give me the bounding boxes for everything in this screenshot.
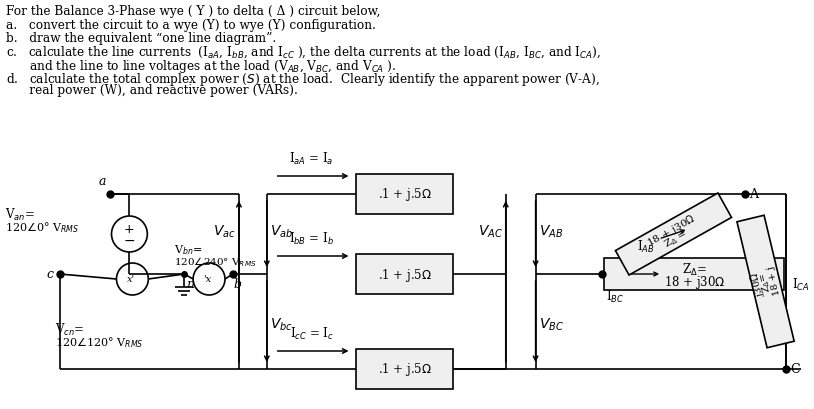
Text: V$_{bn}$=: V$_{bn}$= — [174, 243, 203, 256]
Text: x': x' — [127, 275, 135, 284]
Text: .1 + j.5$\Omega$: .1 + j.5$\Omega$ — [378, 361, 431, 378]
Polygon shape — [737, 216, 794, 348]
Text: 18 + j: 18 + j — [766, 264, 781, 295]
Text: and the line to line voltages at the load (V$_{AB}$, V$_{BC}$, and V$_{CA}$ ).: and the line to line voltages at the loa… — [6, 58, 396, 75]
Text: I$_{bB}$ = I$_b$: I$_{bB}$ = I$_b$ — [289, 230, 334, 246]
Text: .1 + j.5$\Omega$: .1 + j.5$\Omega$ — [378, 186, 431, 203]
Bar — [604, 258, 785, 290]
Text: $\mathit{V}_{ab}$: $\mathit{V}_{ab}$ — [269, 223, 293, 240]
Text: 120$\angle$240° V$_{RMS}$: 120$\angle$240° V$_{RMS}$ — [174, 254, 257, 268]
Text: c.   calculate the line currents  (I$_{aA}$, I$_{bB}$, and I$_{cC}$ ), the delta: c. calculate the line currents (I$_{aA}$… — [6, 45, 601, 60]
Text: B: B — [604, 260, 614, 273]
Text: $\mathit{V}_{ac}$: $\mathit{V}_{ac}$ — [213, 223, 236, 240]
Text: b.   draw the equivalent “one line diagram”.: b. draw the equivalent “one line diagram… — [6, 32, 276, 45]
Text: d.   calculate the total complex power ($\mathit{S}$) at the load.  Clearly iden: d. calculate the total complex power ($\… — [6, 71, 600, 88]
Text: V$_{cn}$=: V$_{cn}$= — [55, 321, 84, 337]
Text: Z$_\Delta$=: Z$_\Delta$= — [757, 270, 774, 294]
Text: I$_{AB}$: I$_{AB}$ — [637, 238, 654, 254]
Text: a.   convert the circuit to a wye (Y) to wye (Y) configuration.: a. convert the circuit to a wye (Y) to w… — [6, 19, 376, 32]
Text: For the Balance 3-Phase wye ( Y ) to delta ( Δ ) circuit below,: For the Balance 3-Phase wye ( Y ) to del… — [6, 5, 380, 18]
Text: I$_{cC}$ = I$_c$: I$_{cC}$ = I$_c$ — [290, 325, 334, 341]
Text: b: b — [234, 278, 242, 291]
Text: n: n — [186, 278, 195, 291]
Text: real power (W), and reactive power (VARs).: real power (W), and reactive power (VARs… — [6, 84, 298, 97]
Text: j30$\Omega$: j30$\Omega$ — [747, 270, 767, 298]
Text: C: C — [790, 363, 800, 375]
Text: I$_{aA}$ = I$_a$: I$_{aA}$ = I$_a$ — [290, 151, 334, 166]
Text: 120$\angle$0° V$_{RMS}$: 120$\angle$0° V$_{RMS}$ — [5, 220, 79, 235]
Text: Z$_\Delta$=: Z$_\Delta$= — [682, 261, 707, 277]
Text: 'x: 'x — [203, 275, 211, 284]
Text: 18 + j30$\Omega$: 18 + j30$\Omega$ — [663, 274, 725, 291]
Text: I$_{BC}$: I$_{BC}$ — [606, 288, 624, 304]
Text: $\mathit{V}_{BC}$: $\mathit{V}_{BC}$ — [539, 316, 563, 333]
Text: $\mathit{V}_{AB}$: $\mathit{V}_{AB}$ — [539, 223, 562, 240]
Text: V$_{an}$=: V$_{an}$= — [5, 207, 35, 222]
Polygon shape — [615, 193, 732, 275]
Text: c: c — [46, 268, 54, 281]
Bar — [357, 349, 453, 389]
Text: 18 + j30$\Omega$: 18 + j30$\Omega$ — [644, 211, 698, 250]
Text: +: + — [124, 223, 135, 236]
Text: $\mathit{V}_{AC}$: $\mathit{V}_{AC}$ — [478, 223, 503, 240]
Text: a: a — [99, 175, 107, 188]
Text: Z$_\Delta$ =: Z$_\Delta$ = — [662, 227, 690, 250]
Text: .1 + j.5$\Omega$: .1 + j.5$\Omega$ — [378, 266, 431, 283]
Text: $\mathit{V}_{bc}$: $\mathit{V}_{bc}$ — [269, 316, 293, 333]
Text: 120$\angle$120° V$_{RMS}$: 120$\angle$120° V$_{RMS}$ — [55, 335, 143, 350]
Text: I$_{CA}$: I$_{CA}$ — [793, 276, 810, 292]
Text: A: A — [749, 188, 758, 201]
Bar — [357, 254, 453, 294]
Text: −: − — [124, 234, 135, 247]
Bar — [357, 175, 453, 214]
